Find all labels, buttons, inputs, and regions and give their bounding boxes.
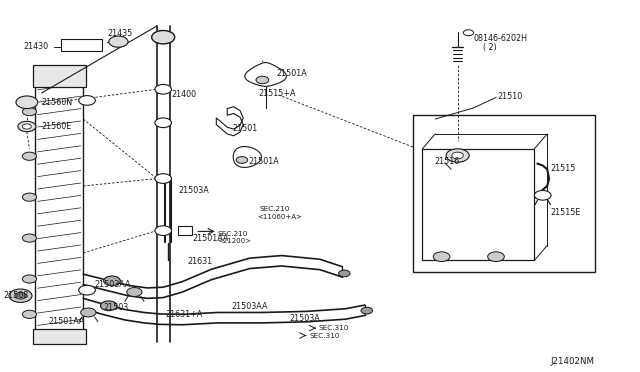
Circle shape (463, 30, 474, 36)
Circle shape (361, 307, 372, 314)
Circle shape (22, 275, 36, 283)
Circle shape (155, 118, 172, 128)
Text: 21501A: 21501A (248, 157, 279, 166)
Text: 21515E: 21515E (550, 208, 580, 217)
Circle shape (18, 121, 36, 132)
Circle shape (79, 96, 95, 105)
Circle shape (22, 310, 36, 318)
Circle shape (104, 276, 120, 286)
Text: 21515+A: 21515+A (258, 89, 296, 98)
Text: 08146-6202H: 08146-6202H (474, 34, 527, 43)
Bar (61, 39, 102, 51)
Bar (35, 67, 83, 342)
Bar (422, 149, 534, 260)
Circle shape (339, 270, 350, 277)
Text: 21503AA: 21503AA (232, 302, 268, 311)
Text: 21435: 21435 (107, 29, 132, 38)
Circle shape (155, 226, 172, 235)
Circle shape (22, 234, 36, 242)
Text: 21560E: 21560E (41, 122, 71, 131)
Text: 21503A: 21503A (178, 186, 209, 195)
Circle shape (79, 285, 95, 295)
Bar (33, 65, 86, 87)
Circle shape (127, 288, 142, 296)
Text: ( 2): ( 2) (483, 43, 497, 52)
Polygon shape (233, 147, 261, 167)
Text: 21508: 21508 (4, 291, 29, 300)
Text: <21200>: <21200> (218, 238, 252, 244)
Text: 21503: 21503 (104, 303, 129, 312)
Text: 21631: 21631 (187, 257, 212, 266)
Text: 21501AA: 21501AA (192, 234, 228, 243)
Text: SEC.210: SEC.210 (218, 231, 248, 237)
Circle shape (9, 289, 32, 302)
Bar (178, 226, 192, 235)
Text: SEC.210: SEC.210 (259, 206, 289, 212)
Text: SEC.310: SEC.310 (309, 333, 339, 339)
Circle shape (22, 193, 36, 201)
Text: 21503AA: 21503AA (95, 280, 131, 289)
Circle shape (452, 152, 463, 159)
Circle shape (433, 252, 450, 262)
Circle shape (152, 31, 175, 44)
Text: 21430: 21430 (23, 42, 48, 51)
Polygon shape (245, 62, 287, 86)
Text: 21631+A: 21631+A (165, 310, 202, 319)
Circle shape (534, 190, 551, 200)
Text: 21560N: 21560N (41, 98, 72, 107)
Circle shape (15, 292, 26, 299)
Circle shape (16, 96, 38, 109)
Text: 21501AA: 21501AA (48, 317, 84, 326)
Bar (413, 115, 595, 272)
Text: J21402NM: J21402NM (550, 357, 595, 366)
Circle shape (22, 108, 36, 116)
Circle shape (22, 152, 36, 160)
Circle shape (236, 157, 248, 163)
Text: 21501: 21501 (232, 124, 257, 133)
Circle shape (109, 36, 128, 47)
Text: 21510: 21510 (497, 92, 522, 101)
Circle shape (22, 124, 31, 129)
Text: 21516: 21516 (434, 157, 459, 166)
Text: 21501A: 21501A (276, 69, 307, 78)
Circle shape (256, 76, 269, 84)
Text: <11060+A>: <11060+A> (257, 214, 302, 219)
Bar (33, 329, 86, 344)
Circle shape (488, 252, 504, 262)
Text: 21503A: 21503A (289, 314, 320, 323)
Polygon shape (216, 107, 243, 136)
Circle shape (155, 84, 172, 94)
Circle shape (155, 174, 172, 183)
Circle shape (81, 308, 96, 317)
Text: SEC.310: SEC.310 (319, 325, 349, 331)
Text: 21515: 21515 (550, 164, 576, 173)
Text: 21400: 21400 (172, 90, 196, 99)
Circle shape (100, 301, 117, 311)
Circle shape (446, 149, 469, 162)
